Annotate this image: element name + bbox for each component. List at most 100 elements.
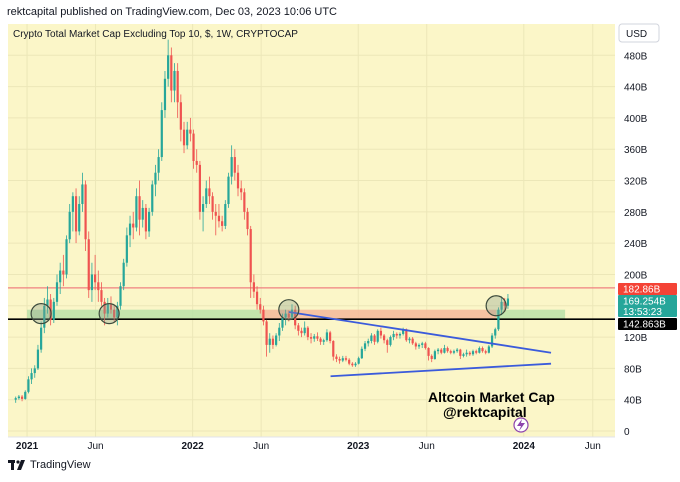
candle-body [278, 327, 281, 336]
currency-button-frame[interactable] [618, 23, 660, 43]
candle [170, 47, 173, 103]
candle-body [122, 262, 125, 287]
candle [446, 346, 449, 353]
candle-body [71, 196, 74, 212]
candle-body [503, 301, 506, 306]
candle [284, 309, 287, 326]
candle [151, 180, 154, 216]
price-label-box [618, 295, 677, 317]
candle [154, 164, 157, 197]
candle [417, 343, 421, 349]
price-label-box [618, 283, 677, 295]
candle-body [128, 223, 132, 236]
candle-body [78, 204, 81, 232]
candle [135, 188, 138, 232]
currency-button[interactable]: USD [618, 23, 660, 43]
candle-body [113, 309, 116, 318]
candle-body [475, 351, 478, 353]
candle-body [459, 349, 462, 356]
candle-body [433, 351, 436, 359]
candle [106, 297, 109, 318]
candle-body [490, 335, 494, 347]
candle [452, 349, 456, 355]
candle [490, 333, 494, 349]
candle [116, 301, 119, 326]
candle [68, 204, 71, 244]
y-tick-label: 440B [624, 83, 648, 94]
candle-body [313, 336, 316, 339]
candle-body [363, 343, 367, 349]
price-label-box [618, 318, 677, 330]
candle [62, 254, 65, 287]
candle [411, 337, 414, 345]
candle-body [90, 274, 94, 291]
candle [119, 282, 122, 310]
candle [322, 338, 325, 345]
price-label: 182.86B [618, 283, 677, 296]
candle-body [430, 355, 433, 359]
candle [125, 227, 128, 267]
candle-body [74, 196, 78, 232]
candle [306, 326, 309, 341]
candle-body [392, 333, 395, 338]
candle [109, 296, 113, 314]
candle [500, 296, 503, 316]
candle-body [462, 354, 465, 356]
candle [138, 180, 141, 236]
chart-title: Crypto Total Market Cap Excluding Top 10… [13, 29, 298, 40]
candle [122, 258, 125, 291]
y-tick-label: 400B [624, 114, 648, 125]
annotation-handle: @rektcapital [443, 404, 527, 420]
y-tick-label: 280B [624, 208, 648, 219]
candle-body [357, 358, 360, 364]
candle [65, 235, 68, 279]
candle [132, 211, 135, 240]
price-label-value: 169.254B [623, 297, 666, 308]
candle-body [151, 184, 154, 212]
candle [484, 349, 487, 355]
candle-body [119, 286, 122, 306]
candle-body [471, 351, 475, 355]
candle [408, 337, 411, 344]
candle-body [456, 349, 459, 352]
candle [252, 274, 255, 298]
candle-body [55, 282, 59, 302]
candle [268, 333, 271, 353]
candle-body [373, 335, 376, 342]
candle [329, 330, 332, 344]
candle-body [449, 351, 452, 353]
candle [487, 344, 490, 354]
candle [265, 319, 268, 357]
candle [478, 346, 481, 354]
candle [462, 352, 465, 358]
candle-body [411, 338, 414, 344]
candle [468, 351, 471, 356]
candle [427, 347, 430, 361]
candle-body [268, 338, 271, 345]
y-tick-label: 80B [624, 364, 642, 375]
candle [78, 196, 81, 236]
candle-body [284, 313, 287, 318]
candle-body [262, 309, 265, 322]
candle-body [344, 358, 348, 360]
candle [414, 341, 417, 350]
candle [316, 332, 319, 341]
candle-body [287, 313, 290, 318]
y-axis-background [615, 24, 680, 437]
candle-body [141, 207, 144, 220]
x-tick-label: Jun [585, 441, 601, 452]
candle-body [179, 102, 182, 130]
candle-body [154, 172, 157, 185]
candle [398, 332, 402, 339]
currency-button-label[interactable]: USD [626, 29, 647, 40]
candle-body [497, 309, 500, 330]
candle [325, 329, 329, 342]
candle-body [427, 348, 430, 356]
candle-body [303, 327, 306, 334]
candle [275, 333, 278, 347]
grid-lines [8, 24, 615, 437]
candle-body [33, 368, 36, 374]
candle-body [135, 196, 138, 228]
candle-body [484, 351, 487, 353]
